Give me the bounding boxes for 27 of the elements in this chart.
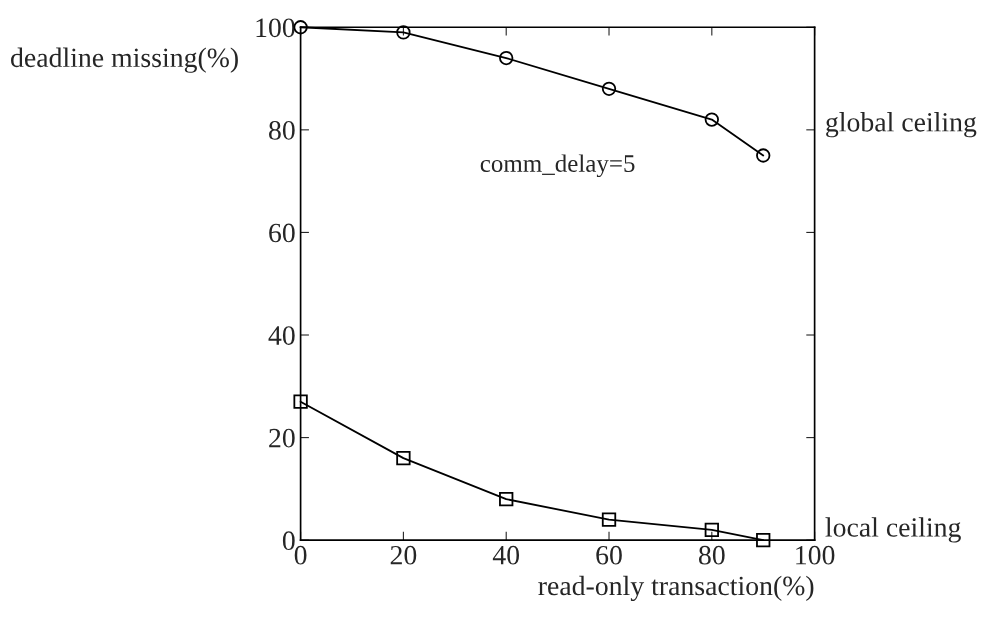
x-tick-label: 20 xyxy=(390,545,417,565)
y-tick-label: 40 xyxy=(268,326,295,345)
x-axis-title: read-only transaction(%) xyxy=(538,575,814,602)
x-tick-label: 60 xyxy=(596,545,622,565)
y-tick-label: 20 xyxy=(269,428,295,448)
point xyxy=(499,491,514,507)
y-tick-label: 60 xyxy=(269,223,295,243)
point xyxy=(704,112,719,127)
point xyxy=(756,148,771,163)
y-tick-label: 100 xyxy=(256,18,295,38)
point xyxy=(396,450,411,466)
point xyxy=(499,50,514,66)
y-axis-title: deadline missing(%) xyxy=(11,47,238,73)
y-tick-label: 0 xyxy=(282,531,295,551)
point xyxy=(704,522,719,538)
text: local ceiling xyxy=(825,517,961,543)
point xyxy=(601,81,617,96)
point xyxy=(756,533,771,548)
x-tick-label: 80 xyxy=(698,545,725,565)
x-tick-label: 100 xyxy=(796,545,835,565)
text: global ceiling xyxy=(826,112,977,138)
point xyxy=(293,394,308,409)
y-tick-label: 80 xyxy=(269,121,295,140)
point xyxy=(396,25,411,40)
annotation: comm_delay=5 xyxy=(480,154,635,178)
point xyxy=(601,512,617,527)
x-tick-label: 40 xyxy=(492,545,520,565)
